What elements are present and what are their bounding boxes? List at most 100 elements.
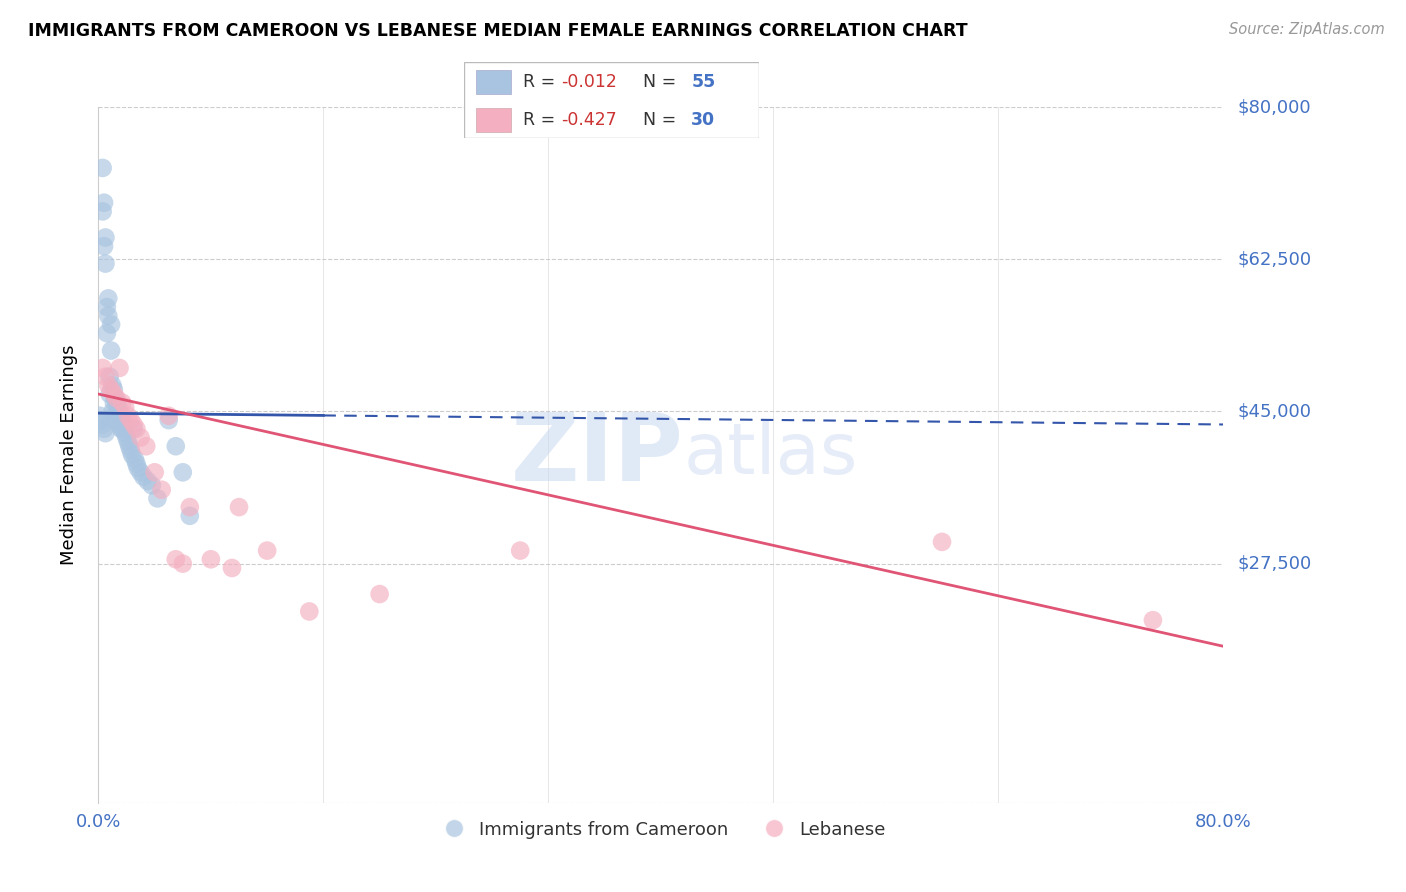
Point bbox=[150, 483, 173, 497]
Text: Source: ZipAtlas.com: Source: ZipAtlas.com bbox=[1229, 22, 1385, 37]
Point bbox=[931, 534, 953, 549]
Text: N =: N = bbox=[633, 112, 682, 129]
Point bbox=[101, 404, 124, 418]
Point bbox=[97, 291, 120, 305]
Point bbox=[165, 439, 187, 453]
Point bbox=[97, 378, 120, 392]
Point bbox=[141, 478, 163, 492]
Point bbox=[112, 417, 135, 432]
FancyBboxPatch shape bbox=[475, 108, 512, 132]
Point bbox=[157, 409, 180, 423]
Text: 55: 55 bbox=[692, 73, 716, 91]
Text: IMMIGRANTS FROM CAMEROON VS LEBANESE MEDIAN FEMALE EARNINGS CORRELATION CHART: IMMIGRANTS FROM CAMEROON VS LEBANESE MED… bbox=[28, 22, 967, 40]
Point bbox=[93, 195, 115, 210]
Point bbox=[94, 369, 117, 384]
Point bbox=[103, 383, 125, 397]
Point bbox=[120, 413, 142, 427]
Point bbox=[91, 360, 114, 375]
Point bbox=[127, 461, 149, 475]
Point bbox=[122, 417, 145, 432]
Point bbox=[100, 318, 122, 332]
Point bbox=[129, 466, 152, 480]
Point bbox=[89, 409, 111, 423]
Point bbox=[115, 430, 138, 444]
Point bbox=[108, 417, 131, 432]
Point bbox=[111, 395, 134, 409]
Point bbox=[114, 426, 136, 441]
Text: N =: N = bbox=[633, 73, 682, 91]
Point bbox=[179, 500, 201, 514]
Point bbox=[125, 457, 148, 471]
Point bbox=[98, 387, 121, 401]
Point bbox=[368, 587, 391, 601]
Point bbox=[108, 360, 131, 375]
Text: $45,000: $45,000 bbox=[1237, 402, 1312, 420]
Point bbox=[104, 392, 127, 406]
Text: $62,500: $62,500 bbox=[1237, 251, 1312, 268]
Point bbox=[107, 409, 129, 423]
Point bbox=[165, 552, 187, 566]
Text: ZIP: ZIP bbox=[510, 409, 683, 501]
Point bbox=[93, 239, 115, 253]
Point bbox=[100, 383, 122, 397]
Text: atlas: atlas bbox=[683, 420, 858, 490]
Point bbox=[105, 404, 128, 418]
Point bbox=[117, 409, 139, 423]
Point bbox=[146, 491, 169, 506]
FancyBboxPatch shape bbox=[464, 62, 759, 138]
Text: -0.012: -0.012 bbox=[561, 73, 617, 91]
Point bbox=[93, 422, 115, 436]
Point bbox=[114, 400, 136, 414]
Point bbox=[97, 309, 120, 323]
Point bbox=[509, 543, 531, 558]
Point bbox=[179, 508, 201, 523]
Point bbox=[132, 469, 155, 483]
Point bbox=[157, 413, 180, 427]
Point bbox=[228, 500, 250, 514]
Point bbox=[91, 161, 114, 175]
Point bbox=[298, 605, 321, 619]
Point bbox=[91, 204, 114, 219]
Point bbox=[100, 343, 122, 358]
Point bbox=[117, 434, 139, 449]
Point bbox=[143, 466, 166, 480]
Point bbox=[110, 413, 132, 427]
Point bbox=[111, 422, 134, 436]
FancyBboxPatch shape bbox=[475, 70, 512, 95]
Point bbox=[108, 409, 131, 423]
Point bbox=[105, 395, 128, 409]
Point bbox=[118, 439, 141, 453]
Y-axis label: Median Female Earnings: Median Female Earnings bbox=[59, 344, 77, 566]
Point bbox=[96, 300, 118, 314]
Point bbox=[110, 422, 132, 436]
Point bbox=[122, 422, 145, 436]
Point bbox=[104, 413, 127, 427]
Point bbox=[124, 452, 146, 467]
Point bbox=[90, 413, 112, 427]
Point bbox=[103, 387, 125, 401]
Point bbox=[120, 443, 142, 458]
Point bbox=[94, 230, 117, 244]
Point bbox=[136, 474, 159, 488]
Point bbox=[129, 430, 152, 444]
Text: $80,000: $80,000 bbox=[1237, 98, 1310, 116]
Point bbox=[135, 439, 157, 453]
Text: 30: 30 bbox=[692, 112, 716, 129]
Text: R =: R = bbox=[523, 112, 561, 129]
Point bbox=[1142, 613, 1164, 627]
Point bbox=[125, 422, 148, 436]
Point bbox=[94, 257, 117, 271]
Point bbox=[172, 557, 194, 571]
Text: R =: R = bbox=[523, 73, 561, 91]
Point bbox=[256, 543, 278, 558]
Point bbox=[221, 561, 243, 575]
Point bbox=[103, 395, 125, 409]
Point bbox=[200, 552, 222, 566]
Point bbox=[91, 417, 114, 432]
Point bbox=[111, 409, 134, 423]
Text: $27,500: $27,500 bbox=[1237, 555, 1312, 573]
Text: -0.427: -0.427 bbox=[561, 112, 617, 129]
Legend: Immigrants from Cameroon, Lebanese: Immigrants from Cameroon, Lebanese bbox=[429, 814, 893, 846]
Point bbox=[172, 466, 194, 480]
Point bbox=[98, 369, 121, 384]
